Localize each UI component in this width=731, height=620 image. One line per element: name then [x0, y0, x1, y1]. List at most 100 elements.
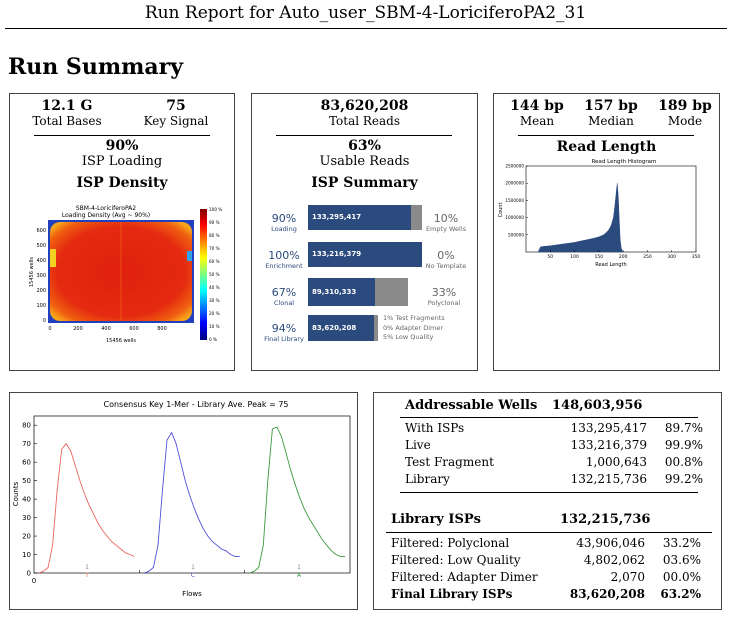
key-xlabel: Flows [182, 590, 202, 598]
rl-x-tick-label: 100 [570, 254, 579, 260]
density-x-tick: 400 [101, 326, 111, 332]
final-library-label: Final Library ISPs [391, 587, 513, 601]
isp-bar-track: 83,620,208 [308, 315, 378, 341]
rl-xlabel: Read Length [595, 262, 626, 268]
mode-value: 189 bp [658, 98, 712, 114]
wells-rule [400, 417, 698, 418]
flow-number: 1 [85, 564, 89, 571]
density-y-tick: 400 [36, 258, 46, 264]
library-rule [386, 532, 712, 533]
total-bases-value: 12.1 G [41, 98, 93, 114]
read-length-panel: 144 bp Mean 157 bp Median 189 bp Mode Re… [493, 93, 720, 371]
wells-row-value: 133,216,379 [570, 438, 647, 452]
flow-labels: 1 T 1 C 1 A [84, 564, 302, 579]
usable-reads-value: 63% [348, 138, 381, 154]
rl-x-tick-label: 200 [619, 254, 628, 260]
key-y-tick-label: 40 [22, 496, 31, 504]
filter-row-value: 4,802,062 [583, 553, 645, 567]
wells-row-pct: 00.8% [664, 455, 703, 469]
colorbar-tick: 10 % [209, 324, 220, 329]
isp-bar-fill: 133,216,379 [308, 242, 422, 267]
key-y-tick-label: 0 [27, 570, 31, 578]
isp-bar-value: 83,620,208 [312, 324, 357, 332]
colorbar-tick: 100 % [209, 207, 222, 212]
rl-y-tick-label: 1500000 [505, 198, 524, 203]
rl-y-tick-label: 2500000 [505, 164, 524, 169]
total-reads-value: 83,620,208 [320, 98, 409, 114]
isp-row-pct: 90% [271, 212, 297, 225]
density-title-line2: Loading Density (Avg ~ 90%) [62, 212, 150, 219]
density-y-tick: 600 [36, 228, 46, 234]
colorbar-tick: 40 % [209, 285, 220, 290]
density-colorbar-ticks: 100 % 90 % 80 % 70 % 60 % 50 % 40 % 30 %… [209, 207, 222, 342]
density-y-tick: 200 [36, 288, 46, 294]
filter-row-pct: 33.2% [662, 536, 701, 550]
isp-row-pct: 94% [271, 322, 297, 335]
filter-row-label: Filtered: Polyclonal [391, 536, 510, 550]
total-bases-label: Total Bases [32, 114, 102, 128]
flow-base: C [191, 572, 195, 579]
wells-row-value: 132,215,736 [570, 472, 647, 486]
rl-x-tick-label: 50 [547, 254, 553, 260]
wells-bottom-rule [400, 492, 698, 493]
flow-base: T [84, 572, 89, 579]
isp-summary-title: ISP Summary [311, 175, 418, 191]
isp-right-label: No Template [425, 262, 467, 270]
key-series-line-C [144, 431, 240, 574]
density-y-tick: 0 [43, 318, 46, 324]
key-signal-panel: Consensus Key 1-Mer - Library Ave. Peak … [9, 392, 358, 610]
mode-label: Mode [667, 114, 703, 128]
isp-bar-track: 133,295,417 [308, 205, 422, 230]
key-y-tick-label: 80 [22, 422, 31, 430]
reads-panel: 83,620,208 Total Reads 63% Usable Reads … [251, 93, 478, 371]
density-y-tick: 100 [36, 303, 46, 309]
isp-bar-value: 89,310,333 [312, 288, 357, 296]
flow-number: 1 [297, 564, 301, 571]
median-value: 157 bp [584, 98, 638, 114]
final-note-low-quality: 5% Low Quality [383, 333, 434, 341]
consensus-key-chart: Consensus Key 1-Mer - Library Ave. Peak … [12, 400, 351, 598]
wells-row-label: Library [405, 472, 450, 486]
usable-reads-label: Usable Reads [319, 154, 410, 169]
read-length-rule [518, 135, 694, 136]
isp-right-pct: 33% [431, 286, 457, 299]
isp-loading-label: ISP Loading [81, 154, 163, 169]
density-y-tick: 500 [36, 243, 46, 249]
isp-loading-value: 90% [105, 138, 139, 154]
isp-row-label: Loading [271, 225, 297, 233]
mean-value: 144 bp [510, 98, 564, 114]
colorbar-tick: 90 % [209, 220, 220, 225]
rl-chart-title: Read Length Histogram [592, 159, 657, 165]
key-x-tick-label: 0 [32, 577, 36, 585]
density-x-tick: 600 [129, 326, 139, 332]
key-series-line-T [38, 442, 135, 574]
rl-y-tick-label: 1000000 [505, 215, 524, 220]
final-note-adapter-dimer: 0% Adapter Dimer [383, 323, 444, 332]
wells-row-label: Test Fragment [405, 455, 494, 469]
isp-density-plot: SBM-4-LoriciferoPA2 Loading Density (Avg… [29, 205, 222, 344]
colorbar-tick: 0 % [209, 337, 217, 342]
isp-row-label: Final Library [264, 335, 304, 343]
flow-base: A [297, 572, 302, 579]
density-x-tick: 200 [73, 326, 83, 332]
colorbar-tick: 20 % [209, 311, 220, 316]
colorbar-tick: 80 % [209, 233, 220, 238]
density-y-ticks: 0 100 200 300 400 500 600 [36, 228, 46, 324]
median-label: Median [588, 114, 634, 128]
report-title: Run Report for Auto_user_SBM-4-Loricifer… [144, 3, 587, 23]
density-edge-right [187, 251, 192, 261]
total-reads-label: Total Reads [328, 114, 401, 128]
density-y-tick: 300 [36, 273, 46, 279]
final-note-test-fragments: 1% Test Fragments [383, 314, 445, 322]
bases-panel: 12.1 G Total Bases 75 Key Signal 90% ISP… [9, 93, 235, 371]
isp-row-pct: 67% [271, 286, 297, 299]
library-isps-label: Library ISPs [391, 512, 481, 527]
rl-y-tick-label: 2000000 [505, 181, 524, 186]
section-title: Run Summary [8, 54, 184, 80]
density-edge-left [50, 249, 56, 267]
key-ylabel: Counts [12, 481, 20, 506]
isp-right-label: Polyclonal [427, 299, 461, 307]
isp-bar-fill: 83,620,208 [308, 315, 374, 341]
filter-row-label: Filtered: Low Quality [391, 553, 521, 567]
addressable-wells-value: 148,603,956 [552, 398, 643, 413]
